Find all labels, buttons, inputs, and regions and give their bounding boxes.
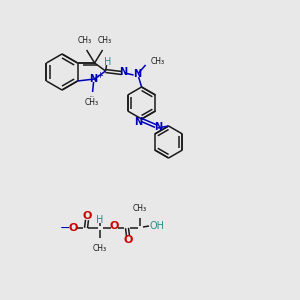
Text: methyl: methyl xyxy=(90,96,95,97)
Text: O: O xyxy=(123,235,133,245)
Text: O: O xyxy=(109,221,119,231)
Text: CH₃: CH₃ xyxy=(133,204,147,213)
Text: CH₃: CH₃ xyxy=(151,58,165,67)
Text: CH₃: CH₃ xyxy=(77,36,92,45)
Text: +: + xyxy=(96,70,103,80)
Text: N: N xyxy=(134,117,143,127)
Text: CH₃: CH₃ xyxy=(85,98,99,107)
Text: H: H xyxy=(96,215,104,225)
Text: OH: OH xyxy=(150,221,165,231)
Text: CH₃: CH₃ xyxy=(93,244,107,253)
Text: N: N xyxy=(119,67,128,77)
Text: N: N xyxy=(89,74,98,84)
Text: O: O xyxy=(82,211,92,221)
Text: N: N xyxy=(134,69,142,79)
Text: O: O xyxy=(68,223,78,233)
Text: N: N xyxy=(154,122,163,132)
Text: −: − xyxy=(60,221,70,235)
Text: H: H xyxy=(104,57,111,67)
Text: CH₃: CH₃ xyxy=(98,36,112,45)
